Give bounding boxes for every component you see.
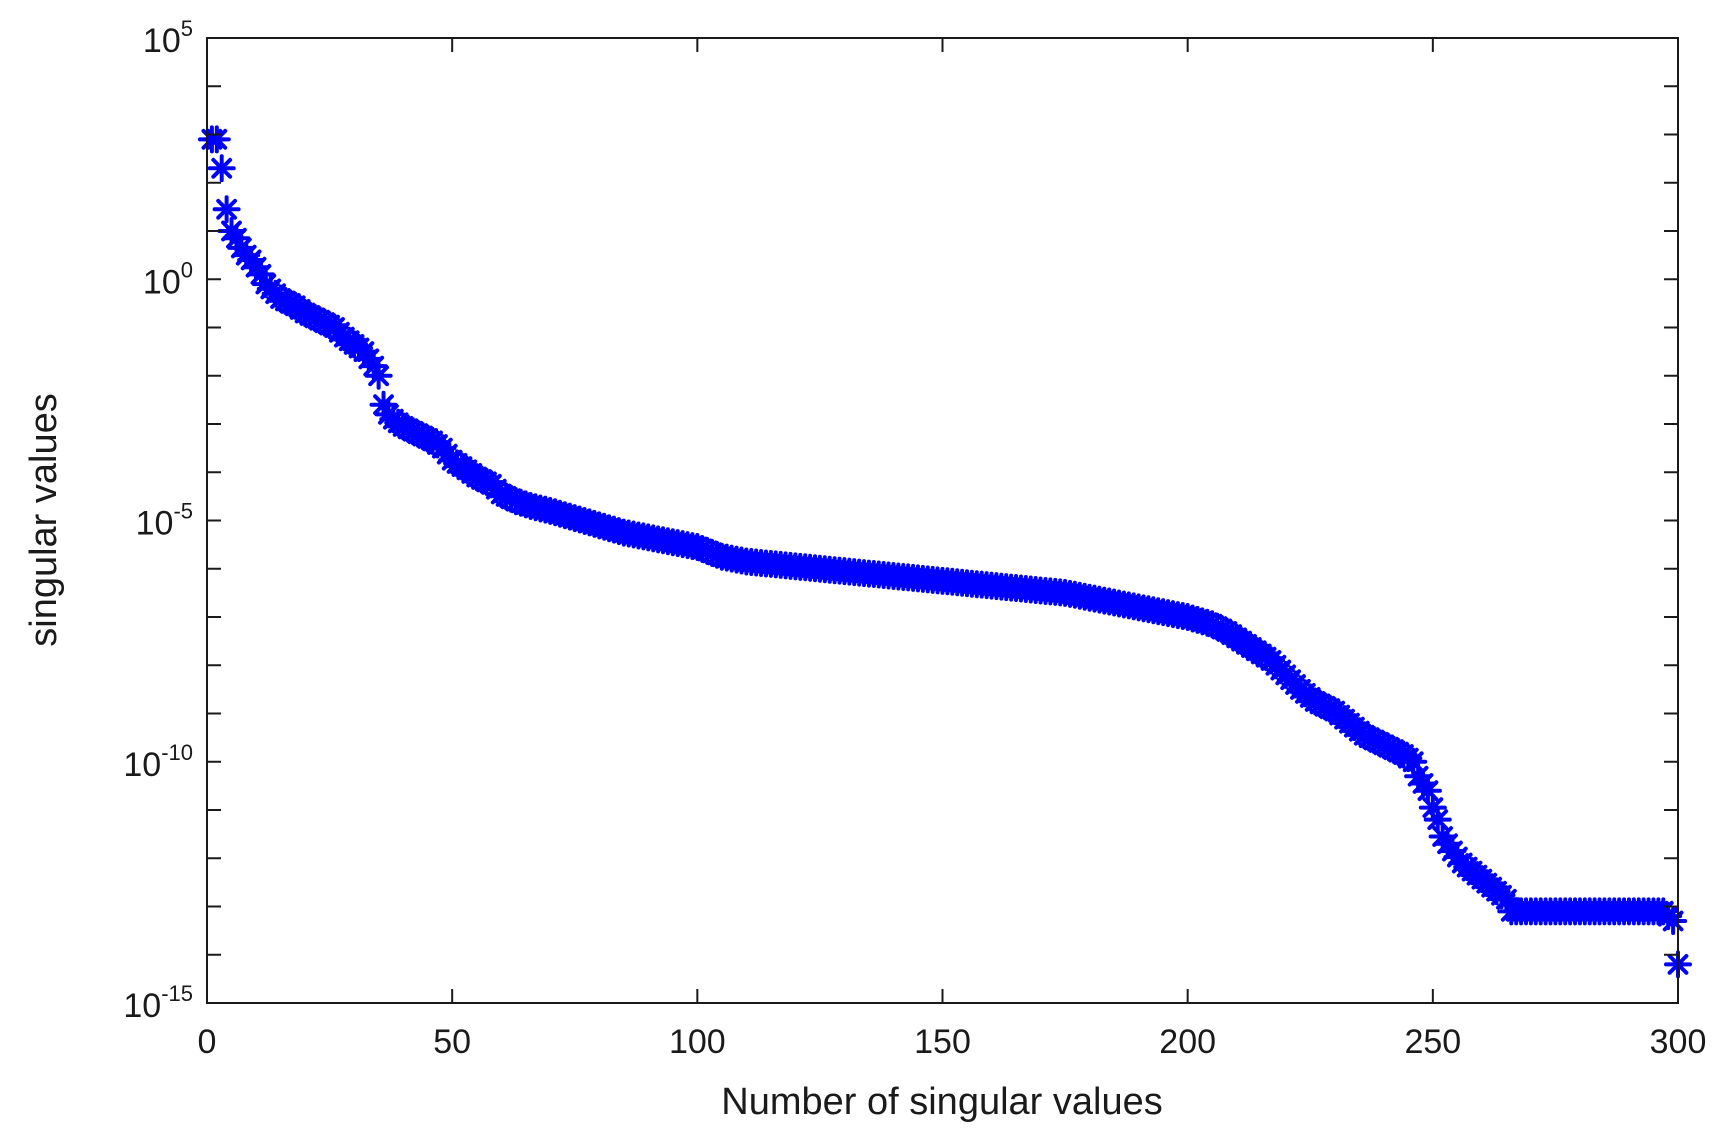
y-tick-base: 10 bbox=[123, 746, 161, 784]
y-tick-label: 105 bbox=[143, 16, 193, 60]
marker-stroke bbox=[1427, 809, 1449, 831]
data-point bbox=[1423, 805, 1452, 834]
y-axis-label: singular values bbox=[23, 393, 65, 646]
y-tick-base: 10 bbox=[136, 505, 174, 543]
marker-stroke bbox=[1422, 797, 1444, 818]
y-tick-exponent: -10 bbox=[161, 740, 193, 765]
marker-stroke bbox=[250, 264, 272, 285]
marker-stroke bbox=[216, 198, 238, 220]
marker-stroke bbox=[206, 128, 228, 150]
marker-stroke bbox=[1495, 888, 1517, 910]
x-tick-label: 150 bbox=[914, 1023, 971, 1061]
y-tick-label: 10-10 bbox=[123, 740, 193, 784]
data-markers bbox=[197, 125, 1692, 979]
marker-stroke bbox=[363, 355, 385, 377]
y-tick-label: 100 bbox=[143, 257, 193, 301]
x-tick-labels: 0 50 100 150 200 250 300 bbox=[198, 1023, 1707, 1061]
x-tick-label: 300 bbox=[1650, 1023, 1707, 1061]
x-tick-label: 250 bbox=[1404, 1023, 1461, 1061]
x-tick-label: 50 bbox=[433, 1023, 471, 1061]
data-point bbox=[1413, 776, 1442, 805]
data-point bbox=[212, 195, 241, 224]
y-tick-exponent: -15 bbox=[161, 981, 193, 1006]
data-point bbox=[364, 361, 393, 390]
y-tick-base: 10 bbox=[143, 263, 181, 301]
y-tick-label: 10-15 bbox=[123, 981, 193, 1025]
marker-stroke bbox=[1417, 780, 1439, 802]
y-tick-exponent: 5 bbox=[181, 16, 193, 41]
marker-stroke bbox=[373, 394, 394, 416]
marker-stroke bbox=[226, 227, 247, 249]
plot-background bbox=[207, 38, 1678, 1003]
y-tick-exponent: 0 bbox=[181, 257, 193, 282]
y-tick-label: 10-5 bbox=[136, 499, 193, 543]
x-tick-label: 100 bbox=[669, 1023, 726, 1061]
data-point bbox=[202, 125, 231, 154]
data-point bbox=[1659, 906, 1688, 935]
x-tick-label: 200 bbox=[1159, 1023, 1216, 1061]
x-axis-label: Number of singular values bbox=[721, 1081, 1162, 1123]
x-tick-label: 0 bbox=[198, 1023, 217, 1061]
marker-stroke bbox=[368, 365, 390, 387]
data-point bbox=[207, 154, 236, 183]
y-tick-exponent: -5 bbox=[173, 499, 193, 524]
y-tick-base: 10 bbox=[123, 987, 161, 1025]
y-tick-base: 10 bbox=[143, 22, 181, 60]
marker-stroke bbox=[211, 157, 233, 179]
axis-ticks bbox=[206, 37, 1679, 1004]
marker-stroke bbox=[1402, 751, 1424, 773]
